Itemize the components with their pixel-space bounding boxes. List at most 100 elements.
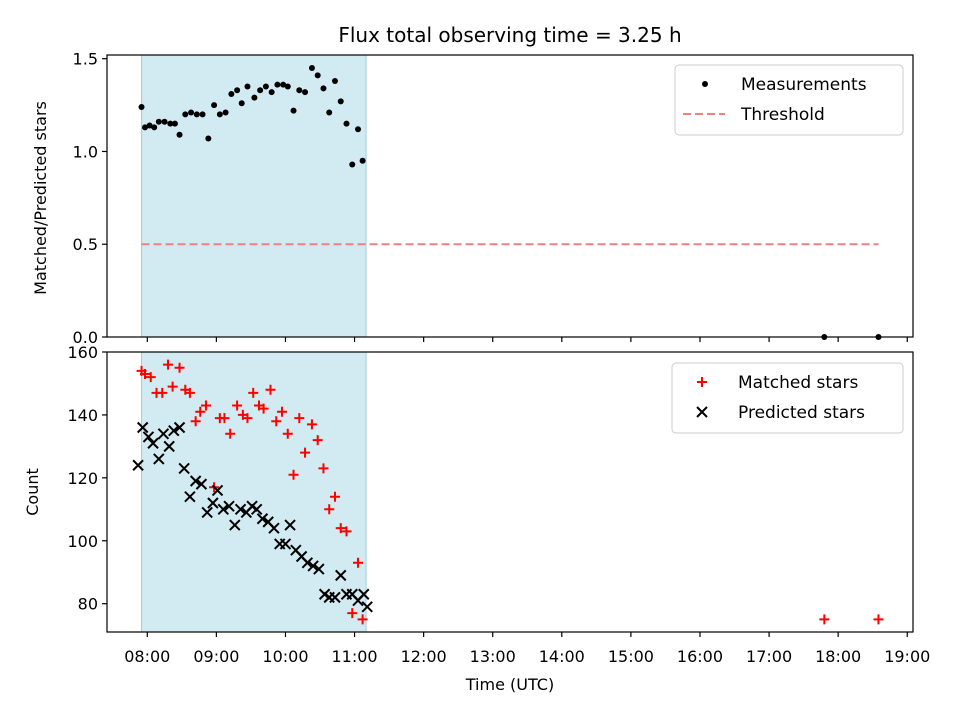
top-y-axis-label: Matched/Predicted stars <box>31 101 50 295</box>
predicted-stars-point <box>268 522 280 534</box>
predicted-stars-point <box>307 560 319 572</box>
matched-stars-point <box>357 614 368 625</box>
matched-stars-point <box>225 428 236 439</box>
x-tick-label: 08:00 <box>124 647 170 666</box>
matched-stars-point <box>232 400 243 411</box>
predicted-stars-point <box>229 519 241 531</box>
chart-title: Flux total observing time = 3.25 h <box>338 23 681 47</box>
matched-stars-point <box>190 416 201 427</box>
predicted-stars-point <box>361 601 373 613</box>
x-tick-label: 15:00 <box>608 647 654 666</box>
bottom-y-axis-label: Count <box>23 468 42 516</box>
predicted-stars-point <box>329 591 341 604</box>
predicted-stars-point <box>313 563 325 575</box>
predicted-stars-point <box>142 431 155 443</box>
measurements-point <box>205 135 212 142</box>
predicted-stars-point <box>223 500 235 512</box>
predicted-stars-point <box>173 421 186 434</box>
measurements-point <box>284 83 291 90</box>
matched-stars-point <box>335 523 346 534</box>
x-axis-label: Time (UTC) <box>465 675 554 694</box>
matched-stars-point <box>329 491 340 502</box>
matched-stars-point <box>819 614 830 625</box>
predicted-stars-point <box>207 497 219 509</box>
measurements-point <box>238 100 245 107</box>
matched-stars-point <box>341 526 352 537</box>
bottom-y-tick-label: 140 <box>67 406 98 425</box>
matched-stars-point <box>219 413 230 424</box>
measurements-point <box>268 89 275 96</box>
predicted-stars-point <box>301 557 314 569</box>
matched-stars-point <box>271 416 282 427</box>
bottom-y-tick-label: 80 <box>78 595 98 614</box>
measurements-point <box>280 81 287 88</box>
measurements-point <box>244 83 251 90</box>
measurements-point <box>290 107 297 114</box>
measurements-point <box>251 94 258 101</box>
measurements-point <box>262 83 269 90</box>
measurements-point <box>302 89 309 96</box>
measurements-point <box>161 118 168 125</box>
bottom-panel: 80 100 120 140 160 08:00 09:00 10:00 11:00 12:00 1… <box>67 343 930 666</box>
predicted-stars-point <box>195 478 208 490</box>
matched-stars-point <box>167 381 178 392</box>
top-observing-span <box>141 54 367 338</box>
predicted-stars-point <box>250 503 263 516</box>
matched-stars-point <box>157 387 168 398</box>
predicted-stars-point <box>153 453 165 465</box>
matched-stars-point <box>277 406 288 417</box>
predicted-stars-point <box>168 424 180 437</box>
x-tick-label: 09:00 <box>193 647 239 666</box>
matched-stars-point <box>145 372 156 383</box>
measurements-point <box>222 109 229 116</box>
x-tick-label: 11:00 <box>332 647 378 666</box>
measurements-point <box>155 118 162 125</box>
matched-stars-point <box>300 447 311 458</box>
top-axes-frame <box>106 54 914 338</box>
measurements-point <box>337 98 344 105</box>
bottom-legend-matched-stars-marker <box>697 377 707 387</box>
measurements-point <box>193 111 200 118</box>
matched-stars-point <box>242 413 253 424</box>
measurements-point <box>171 120 178 127</box>
matched-stars-point <box>873 614 884 625</box>
top-y-tick-label: 0.5 <box>73 235 98 254</box>
predicted-stars-point <box>335 569 347 582</box>
top-legend-threshold-label: Threshold <box>740 105 825 125</box>
measurements-point <box>314 72 321 79</box>
top-legend-box <box>674 64 904 136</box>
top-y-tick-label: 1.0 <box>73 142 98 161</box>
predicted-stars-point <box>211 484 224 497</box>
matched-stars-point <box>353 557 364 568</box>
x-tick-label: 18:00 <box>815 647 861 666</box>
x-tick-label: 17:00 <box>746 647 792 666</box>
measurements-point <box>151 124 158 131</box>
top-y-tick-label: 1.5 <box>73 50 98 69</box>
measurements-point <box>167 120 174 127</box>
bottom-legend-predicted-stars-marker <box>696 406 708 418</box>
measurements-point <box>141 124 148 131</box>
bottom-y-tick-label: 160 <box>67 343 98 362</box>
x-tick-label: 19:00 <box>884 647 930 666</box>
matched-stars-point <box>306 419 317 430</box>
bottom-axes-frame <box>106 351 914 633</box>
matched-stars-point <box>265 384 276 395</box>
matched-stars-point <box>318 463 329 474</box>
measurements-point <box>216 111 223 118</box>
matched-stars-point <box>174 362 185 373</box>
measurements-point <box>211 102 218 109</box>
x-tick-label: 16:00 <box>677 647 723 666</box>
matched-stars-point <box>324 504 335 515</box>
bottom-y-tick-label: 100 <box>67 532 98 551</box>
predicted-stars-point <box>234 503 247 516</box>
measurements-point <box>199 111 206 118</box>
predicted-stars-point <box>284 519 296 531</box>
measurements-point <box>176 131 183 138</box>
x-tick-label: 13:00 <box>470 647 516 666</box>
measurements-point <box>349 161 356 168</box>
measurements-point <box>146 122 153 129</box>
predicted-stars-point <box>201 506 213 519</box>
predicted-stars-point <box>279 538 292 550</box>
